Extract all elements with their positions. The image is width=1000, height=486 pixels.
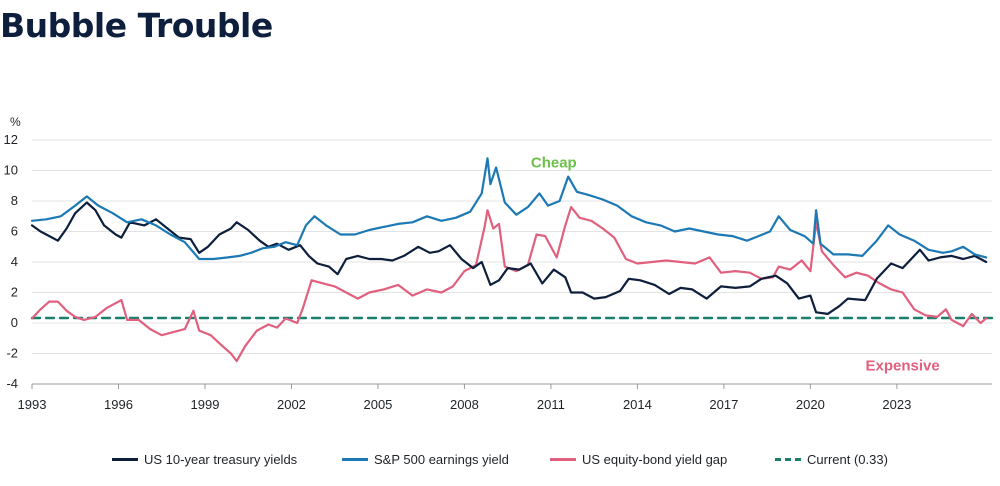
- y-tick-label: 10: [4, 163, 18, 178]
- y-tick-label: 6: [11, 224, 18, 239]
- chart-area: -4 -2 0 2 4 6 8 10 12 1993 1996 1999 2002 2005 2008 20…: [4, 115, 994, 412]
- legend-item-current: Current (0.33): [775, 449, 888, 469]
- legend-label-earnings-yield: S&P 500 earnings yield: [374, 451, 509, 467]
- annotation-0: Cheap: [531, 154, 577, 171]
- y-axis-unit: %: [10, 115, 21, 129]
- y-tick-label: 4: [11, 254, 18, 269]
- x-tick-label: 2017: [709, 397, 738, 412]
- legend-swatch-yield-gap: [550, 457, 576, 461]
- y-tick-label: -4: [6, 376, 18, 391]
- legend-item-earnings-yield: S&P 500 earnings yield: [342, 449, 509, 469]
- series-line-0: [30, 201, 988, 315]
- annotations: Cheap Expensive: [531, 154, 940, 374]
- x-tick-label: 2014: [623, 397, 652, 412]
- series-lines: [30, 157, 994, 363]
- legend-item-treasury: US 10-year treasury yields: [112, 449, 297, 469]
- x-tick-label: 2020: [796, 397, 825, 412]
- x-tick-label: 1996: [104, 397, 133, 412]
- annotation-1: Expensive: [866, 357, 940, 374]
- y-tick-label: 8: [11, 193, 18, 208]
- y-axis-ticks: -4 -2 0 2 4 6 8 10 12: [4, 132, 18, 391]
- x-tick-label: 2005: [363, 397, 392, 412]
- series-line-2: [30, 206, 988, 363]
- legend-swatch-treasury: [112, 457, 138, 461]
- x-tick-label: 2023: [882, 397, 911, 412]
- gridlines: [32, 139, 992, 354]
- x-tick-label: 2002: [277, 397, 306, 412]
- legend-item-yield-gap: US equity-bond yield gap: [550, 449, 727, 469]
- y-tick-label: 2: [11, 285, 18, 300]
- x-tick-label: 1993: [18, 397, 47, 412]
- y-tick-label: 12: [4, 132, 18, 147]
- legend-swatch-earnings-yield: [342, 457, 368, 461]
- x-tick-label: 1999: [191, 397, 220, 412]
- x-axis-ticks: 1993 1996 1999 2002 2005 2008 2011 2014 2017 2020…: [18, 384, 911, 412]
- legend-label-current: Current (0.33): [807, 451, 888, 467]
- legend-label-yield-gap: US equity-bond yield gap: [582, 451, 728, 467]
- x-tick-label: 2011: [537, 397, 565, 412]
- x-tick-label: 2008: [450, 397, 479, 412]
- y-tick-label: 0: [11, 315, 18, 330]
- y-tick-label: -2: [6, 346, 18, 361]
- series-line-1: [30, 157, 988, 261]
- legend-swatch-current: [775, 457, 801, 461]
- legend: US 10-year treasury yields S&P 500 earni…: [0, 449, 1000, 469]
- chart-title: Bubble Trouble: [0, 6, 273, 45]
- legend-label-treasury: US 10-year treasury yields: [144, 451, 298, 467]
